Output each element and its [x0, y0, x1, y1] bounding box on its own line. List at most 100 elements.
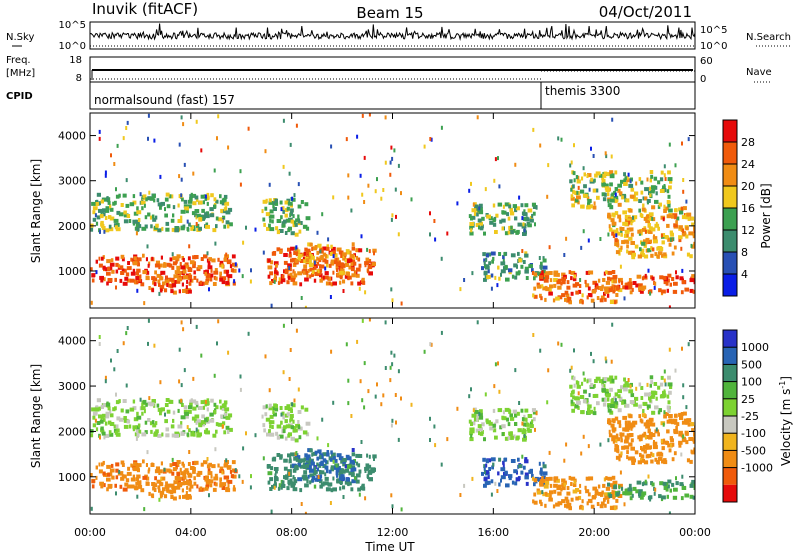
velocity-cell	[590, 383, 594, 387]
velocity-cell	[164, 419, 168, 424]
power-cell	[231, 254, 236, 259]
power-cell	[134, 259, 140, 264]
velocity-cell	[570, 393, 573, 398]
velocity-cell	[641, 433, 647, 438]
power-cell	[209, 207, 214, 212]
velocity-cell	[488, 467, 491, 471]
velocity-cell	[305, 421, 311, 426]
velocity-cell	[214, 447, 217, 452]
velocity-cell	[195, 427, 198, 432]
power-cell	[611, 195, 614, 200]
power-cell	[641, 227, 647, 232]
velocity-cell	[135, 477, 139, 482]
power-cell	[488, 261, 491, 266]
power-cell	[618, 279, 621, 284]
power-cell	[102, 197, 106, 202]
velocity-cell	[307, 465, 312, 469]
power-cell	[596, 195, 600, 200]
power-cell	[136, 288, 139, 293]
power-cell	[476, 212, 479, 217]
velocity-cell	[249, 485, 252, 490]
power-cell	[119, 278, 123, 283]
velocity-cell	[135, 425, 140, 430]
power-cell	[570, 160, 573, 165]
power-cell	[217, 217, 223, 222]
power-cell	[522, 216, 527, 221]
power-cell	[594, 283, 599, 288]
power-cell	[522, 222, 525, 227]
velocity-cell	[154, 469, 160, 474]
velocity-cell	[170, 424, 175, 429]
power-cell	[358, 248, 363, 253]
power-cell	[332, 254, 335, 259]
velocity-cell	[578, 489, 582, 494]
power-cell	[185, 289, 189, 294]
velocity-cell	[510, 459, 516, 463]
power-cell	[242, 240, 245, 245]
velocity-cell	[500, 478, 502, 483]
power-cell	[191, 225, 194, 230]
velocity-cell	[674, 413, 678, 418]
power-cell	[592, 205, 597, 210]
velocity-cell	[239, 374, 242, 379]
power-cell	[373, 251, 375, 256]
power-cell	[297, 204, 302, 209]
power-cell	[573, 143, 575, 148]
power-cell	[635, 181, 638, 186]
power-cell	[659, 177, 664, 182]
velocity-cell	[607, 408, 612, 413]
power-cell	[213, 204, 217, 209]
velocity-cell	[529, 421, 533, 426]
velocity-cell	[125, 409, 130, 414]
power-cell	[626, 249, 629, 254]
velocity-cell	[206, 398, 210, 403]
power-cell	[300, 200, 304, 204]
power-cell	[160, 271, 163, 276]
velocity-cell	[585, 399, 588, 404]
velocity-cell	[615, 455, 620, 460]
velocity-cell	[198, 406, 203, 410]
velocity-cell	[98, 342, 101, 346]
velocity-cell	[106, 477, 111, 482]
power-cell	[221, 201, 226, 206]
power-cell	[115, 285, 117, 290]
power-cell	[600, 287, 604, 291]
velocity-cell	[142, 399, 147, 404]
power-cell	[512, 204, 517, 209]
velocity-cell	[279, 455, 283, 460]
power-cell	[305, 216, 311, 221]
power-cell	[629, 194, 635, 199]
velocity-cell	[694, 420, 695, 425]
power-cell	[676, 216, 680, 221]
velocity-cell	[276, 424, 282, 429]
power-cell	[534, 222, 536, 227]
power-cell	[642, 203, 645, 208]
power-cell	[602, 278, 606, 282]
velocity-cell	[227, 413, 233, 418]
power-cell	[275, 201, 279, 206]
power-cell	[324, 275, 329, 280]
velocity-cell	[626, 424, 631, 428]
power-cell	[671, 214, 675, 219]
velocity-cell	[347, 378, 350, 383]
velocity-cell	[214, 473, 218, 478]
velocity-cell	[575, 496, 579, 501]
power-cell	[335, 265, 339, 270]
velocity-cell	[221, 482, 227, 487]
velocity-cell	[569, 368, 572, 373]
power-cell	[627, 172, 630, 177]
velocity-cell	[592, 394, 597, 398]
velocity-cell	[322, 481, 326, 486]
velocity-cell	[639, 495, 644, 500]
velocity-cell	[548, 476, 553, 481]
power-cell	[393, 148, 396, 153]
power-cell	[478, 210, 484, 215]
velocity-cell	[205, 430, 210, 435]
velocity-cell	[611, 322, 614, 327]
velocity-cell	[172, 462, 177, 466]
velocity-cell	[485, 470, 489, 475]
power-cell	[322, 275, 326, 280]
velocity-cell	[344, 464, 347, 469]
power-cell	[355, 267, 361, 272]
velocity-cell	[542, 461, 545, 466]
